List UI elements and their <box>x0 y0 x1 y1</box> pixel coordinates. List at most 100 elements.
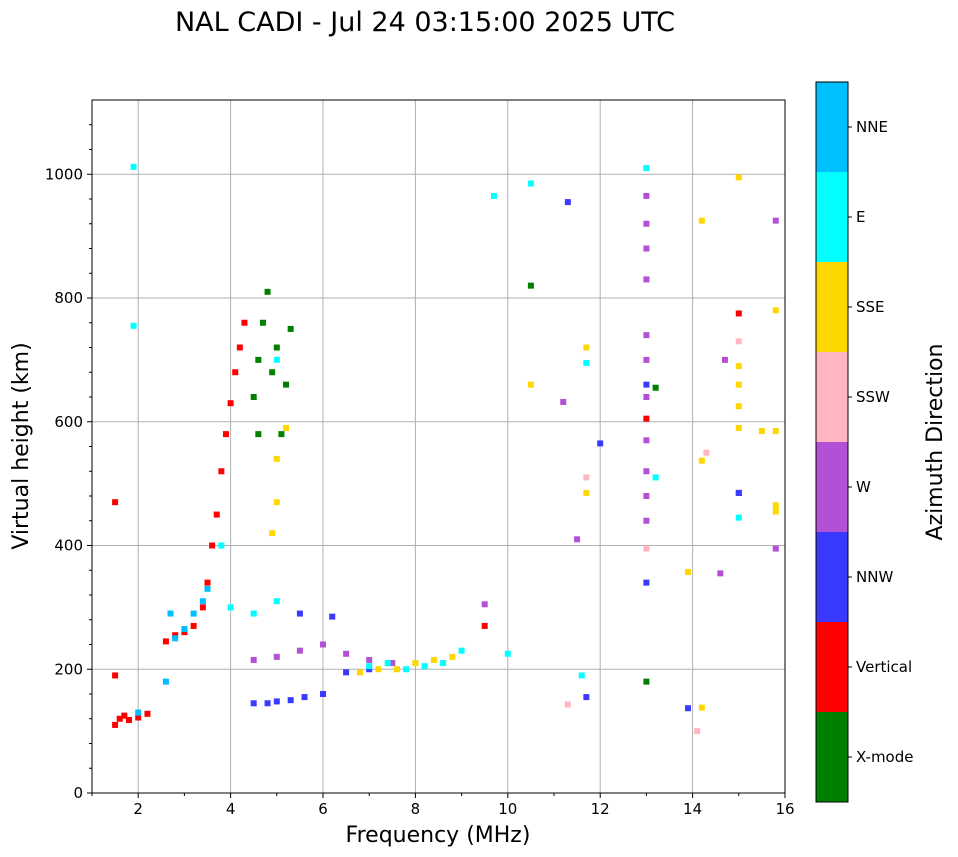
data-point <box>583 474 590 481</box>
data-point <box>273 356 280 363</box>
data-point <box>287 325 294 332</box>
x-tick-label: 12 <box>591 800 610 818</box>
data-point <box>735 310 742 317</box>
data-point <box>583 694 590 701</box>
data-point <box>643 517 650 524</box>
data-point <box>643 468 650 475</box>
colorbar-tick-label: SSE <box>856 298 885 316</box>
data-point <box>458 647 465 654</box>
data-point <box>135 709 142 716</box>
data-point <box>735 338 742 345</box>
data-point <box>735 174 742 181</box>
data-point <box>721 356 728 363</box>
colorbar-tick-label: NNW <box>856 568 893 586</box>
data-point <box>481 601 488 608</box>
data-point <box>772 502 779 509</box>
data-point <box>643 165 650 172</box>
data-point <box>366 663 373 670</box>
data-point <box>643 678 650 685</box>
data-point <box>717 570 724 577</box>
data-point <box>412 660 419 667</box>
data-point <box>527 381 534 388</box>
data-points <box>112 163 779 735</box>
colorbar-frame <box>815 81 849 803</box>
data-point <box>199 598 206 605</box>
data-point <box>366 666 373 673</box>
plot-frame <box>91 99 786 794</box>
data-point <box>218 542 225 549</box>
data-point <box>112 672 119 679</box>
x-tick-label: 2 <box>133 800 143 818</box>
data-point <box>481 622 488 629</box>
data-point <box>449 653 456 660</box>
data-point <box>273 698 280 705</box>
data-point <box>564 199 571 206</box>
x-tick-label: 8 <box>411 800 421 818</box>
colorbar-segment <box>816 352 848 442</box>
data-point <box>181 629 188 636</box>
colorbar-tick-label: X-mode <box>856 748 913 766</box>
data-point <box>209 542 216 549</box>
data-point <box>190 610 197 617</box>
data-point <box>273 653 280 660</box>
data-point <box>320 641 326 648</box>
data-point <box>643 415 650 422</box>
data-point <box>130 322 137 329</box>
data-point <box>121 712 128 719</box>
data-point <box>296 647 303 654</box>
x-axis-label: Frequency (MHz) <box>346 823 531 848</box>
y-tick-label: 1000 <box>45 165 83 183</box>
colorbar-tick-label: E <box>856 208 865 226</box>
colorbar: X-mode Vertical NNW W SSW SSE E NNE <box>815 81 913 803</box>
data-point <box>652 474 659 481</box>
data-point <box>190 622 197 629</box>
data-point <box>250 700 257 707</box>
colorbar-label: Azimuth Direction <box>923 343 948 540</box>
data-point <box>204 585 211 592</box>
y-tick-label: 200 <box>54 660 83 678</box>
data-point <box>366 656 373 663</box>
x-tick-label: 4 <box>226 800 236 818</box>
data-point <box>241 319 248 326</box>
colorbar-segment <box>816 442 848 532</box>
data-point <box>287 697 294 704</box>
data-point <box>162 638 169 645</box>
data-point <box>144 710 151 717</box>
data-point <box>204 579 211 586</box>
data-point <box>232 369 239 376</box>
data-point <box>643 332 650 339</box>
data-point <box>250 394 257 400</box>
data-point <box>273 455 280 462</box>
data-point <box>758 428 765 435</box>
data-point <box>356 669 363 676</box>
data-point <box>393 666 400 673</box>
colorbar-tick-label: Vertical <box>856 658 912 676</box>
data-point <box>735 489 742 496</box>
data-point <box>504 650 511 657</box>
data-point <box>703 449 710 456</box>
data-point <box>772 428 779 435</box>
colorbar-segment <box>816 82 848 172</box>
data-point <box>684 569 691 576</box>
data-point <box>527 180 534 187</box>
data-point <box>527 282 534 289</box>
colorbar-tick-label: SSW <box>856 388 890 406</box>
data-point <box>112 721 119 728</box>
data-point <box>698 457 705 464</box>
data-point <box>296 610 303 617</box>
data-point <box>698 704 705 711</box>
data-point <box>735 381 742 388</box>
data-point <box>199 604 206 611</box>
data-point <box>213 511 220 518</box>
colorbar-segment <box>816 172 848 262</box>
data-point <box>222 431 229 438</box>
x-tick-label: 10 <box>498 800 517 818</box>
data-point <box>735 363 742 370</box>
data-point <box>772 307 779 314</box>
data-point <box>269 369 276 376</box>
data-point <box>564 701 571 708</box>
data-point <box>283 381 290 388</box>
y-tick-label: 0 <box>73 784 83 802</box>
data-point <box>162 678 169 685</box>
